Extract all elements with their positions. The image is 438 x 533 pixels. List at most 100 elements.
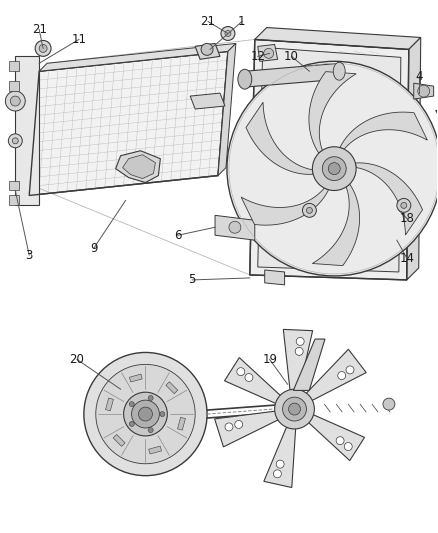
- Circle shape: [96, 365, 195, 464]
- Circle shape: [275, 389, 314, 429]
- Circle shape: [289, 403, 300, 415]
- Text: 9: 9: [90, 241, 98, 255]
- Polygon shape: [218, 43, 236, 175]
- Circle shape: [84, 352, 207, 475]
- Polygon shape: [9, 81, 19, 91]
- Circle shape: [131, 400, 159, 428]
- Polygon shape: [129, 374, 142, 382]
- Polygon shape: [190, 93, 225, 109]
- Circle shape: [129, 402, 134, 407]
- Polygon shape: [414, 83, 434, 99]
- Polygon shape: [258, 47, 401, 272]
- Polygon shape: [305, 349, 366, 401]
- Text: 5: 5: [188, 273, 196, 286]
- Circle shape: [237, 368, 245, 376]
- Polygon shape: [215, 411, 280, 447]
- Polygon shape: [123, 155, 155, 179]
- Polygon shape: [215, 215, 255, 240]
- Circle shape: [346, 366, 354, 374]
- Circle shape: [312, 147, 356, 190]
- Polygon shape: [9, 61, 19, 71]
- Text: 21: 21: [201, 15, 215, 28]
- Circle shape: [338, 372, 346, 379]
- Polygon shape: [177, 417, 185, 430]
- Polygon shape: [293, 339, 325, 390]
- Polygon shape: [149, 446, 162, 454]
- Circle shape: [221, 27, 235, 41]
- Polygon shape: [245, 63, 339, 87]
- Ellipse shape: [333, 62, 345, 80]
- Polygon shape: [255, 28, 421, 50]
- Circle shape: [273, 470, 281, 478]
- Polygon shape: [246, 102, 313, 174]
- Ellipse shape: [238, 69, 252, 89]
- Polygon shape: [195, 43, 220, 59]
- Polygon shape: [9, 181, 19, 190]
- Circle shape: [276, 460, 284, 468]
- Polygon shape: [241, 188, 328, 225]
- Text: 20: 20: [70, 353, 85, 366]
- Circle shape: [401, 203, 407, 208]
- Circle shape: [229, 221, 241, 233]
- Circle shape: [201, 43, 213, 55]
- Circle shape: [225, 423, 233, 431]
- Circle shape: [322, 157, 346, 181]
- Circle shape: [39, 44, 47, 52]
- Text: 12: 12: [250, 50, 265, 63]
- Circle shape: [235, 421, 243, 429]
- Polygon shape: [39, 43, 236, 71]
- Circle shape: [295, 348, 303, 356]
- Circle shape: [307, 207, 312, 213]
- Polygon shape: [166, 382, 178, 394]
- Circle shape: [138, 407, 152, 421]
- Polygon shape: [29, 51, 228, 196]
- Circle shape: [336, 437, 344, 445]
- Circle shape: [129, 422, 134, 426]
- Text: 19: 19: [262, 353, 277, 366]
- Text: 11: 11: [71, 33, 86, 46]
- Circle shape: [264, 49, 274, 58]
- Polygon shape: [307, 414, 364, 461]
- Circle shape: [328, 163, 340, 175]
- Circle shape: [245, 374, 253, 382]
- Polygon shape: [106, 398, 113, 411]
- Circle shape: [148, 427, 153, 433]
- Circle shape: [124, 392, 167, 436]
- Polygon shape: [309, 71, 356, 153]
- Text: 4: 4: [415, 70, 423, 83]
- Circle shape: [11, 96, 20, 106]
- Polygon shape: [15, 56, 39, 205]
- Circle shape: [12, 138, 18, 144]
- Circle shape: [296, 337, 304, 345]
- Polygon shape: [283, 329, 313, 392]
- Text: 18: 18: [399, 212, 414, 225]
- Polygon shape: [258, 44, 278, 61]
- Circle shape: [227, 61, 438, 276]
- Polygon shape: [116, 151, 160, 182]
- Circle shape: [383, 398, 395, 410]
- Polygon shape: [355, 163, 423, 235]
- Circle shape: [5, 91, 25, 111]
- Text: 14: 14: [399, 252, 414, 264]
- Polygon shape: [407, 37, 421, 280]
- Circle shape: [8, 134, 22, 148]
- Polygon shape: [312, 184, 360, 265]
- Polygon shape: [265, 270, 285, 285]
- Polygon shape: [113, 434, 125, 446]
- Circle shape: [283, 397, 307, 421]
- Circle shape: [225, 30, 231, 36]
- Polygon shape: [340, 112, 427, 149]
- Text: 3: 3: [25, 248, 33, 262]
- Text: 1: 1: [238, 15, 246, 28]
- Circle shape: [35, 41, 51, 56]
- Circle shape: [160, 411, 165, 417]
- Text: 21: 21: [32, 23, 47, 36]
- Polygon shape: [264, 425, 296, 488]
- Polygon shape: [9, 196, 19, 205]
- Polygon shape: [250, 39, 409, 280]
- Text: 6: 6: [174, 229, 182, 241]
- Circle shape: [418, 85, 430, 97]
- Polygon shape: [225, 358, 282, 404]
- Text: 10: 10: [284, 50, 299, 63]
- Circle shape: [344, 442, 352, 450]
